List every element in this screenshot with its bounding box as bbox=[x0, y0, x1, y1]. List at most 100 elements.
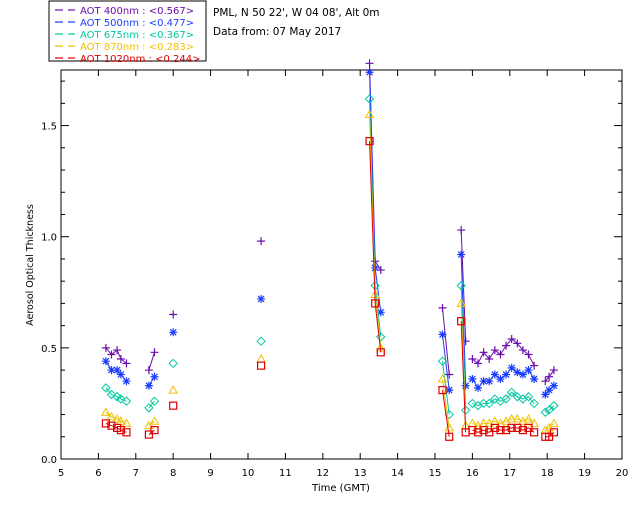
data-point bbox=[149, 396, 160, 406]
legend-label: AOT 870nm : <0.283> bbox=[80, 42, 194, 53]
data-point bbox=[549, 400, 559, 411]
y-tick-label: 1.0 bbox=[41, 233, 57, 244]
data-point bbox=[468, 426, 477, 435]
data-point bbox=[530, 428, 539, 437]
legend-label: AOT 675nm : <0.367> bbox=[80, 30, 194, 41]
x-tick-label: 6 bbox=[95, 468, 101, 479]
data-point bbox=[445, 386, 454, 395]
x-tick-label: 10 bbox=[242, 468, 255, 479]
x-tick-label: 11 bbox=[279, 468, 292, 479]
data-point bbox=[512, 392, 522, 402]
series-line bbox=[441, 307, 450, 375]
data-point bbox=[256, 336, 266, 346]
data-point bbox=[518, 370, 527, 379]
data-point bbox=[545, 372, 554, 381]
series-aot-1020nm bbox=[101, 137, 559, 441]
data-point bbox=[544, 405, 554, 415]
data-point bbox=[364, 94, 375, 104]
data-point bbox=[490, 346, 499, 355]
data-point bbox=[364, 109, 375, 118]
data-point bbox=[113, 346, 122, 355]
series-line bbox=[148, 400, 155, 409]
data-point bbox=[461, 381, 470, 390]
data-point bbox=[456, 298, 467, 307]
data-point bbox=[101, 383, 111, 393]
data-point bbox=[513, 339, 522, 348]
series-line bbox=[369, 141, 382, 353]
data-point bbox=[541, 390, 550, 399]
data-point bbox=[376, 348, 385, 357]
x-tick-label: 7 bbox=[133, 468, 139, 479]
data-point bbox=[513, 368, 522, 377]
data-point bbox=[529, 418, 539, 427]
data-point bbox=[490, 370, 499, 379]
data-point bbox=[257, 237, 266, 246]
data-point bbox=[101, 419, 110, 428]
series-aot-400nm bbox=[101, 59, 558, 386]
data-point bbox=[506, 387, 517, 398]
data-point bbox=[107, 366, 116, 375]
data-point bbox=[507, 334, 516, 343]
series-line bbox=[472, 391, 535, 407]
data-point bbox=[365, 68, 374, 77]
data-point bbox=[473, 428, 483, 437]
data-point bbox=[376, 308, 385, 317]
x-tick-label: 16 bbox=[466, 468, 479, 479]
data-point bbox=[168, 385, 179, 394]
data-point bbox=[116, 370, 125, 379]
data-point bbox=[144, 430, 153, 439]
series-line bbox=[472, 338, 535, 366]
data-point bbox=[365, 59, 374, 68]
data-point bbox=[513, 423, 522, 432]
data-point bbox=[544, 422, 554, 432]
data-point bbox=[121, 396, 132, 406]
x-axis-label: Time (GMT) bbox=[311, 483, 370, 494]
x-tick-label: 8 bbox=[170, 468, 176, 479]
data-point bbox=[457, 317, 466, 326]
data-point bbox=[107, 350, 116, 359]
data-point bbox=[485, 428, 494, 437]
data-point bbox=[437, 356, 448, 366]
x-tick-label: 15 bbox=[429, 468, 442, 479]
data-point bbox=[502, 341, 511, 350]
data-point bbox=[474, 359, 483, 368]
data-point bbox=[101, 343, 110, 352]
data-point bbox=[116, 354, 125, 363]
data-point bbox=[116, 426, 125, 435]
data-point bbox=[150, 348, 159, 357]
x-tick-label: 19 bbox=[578, 468, 591, 479]
data-point bbox=[113, 366, 122, 375]
legend: AOT 400nm : <0.567>AOT 500nm : <0.477>AO… bbox=[55, 6, 200, 65]
data-point bbox=[122, 428, 131, 437]
data-point bbox=[106, 411, 117, 421]
data-point bbox=[467, 418, 478, 427]
data-point bbox=[529, 398, 539, 409]
data-point bbox=[438, 303, 447, 312]
data-point bbox=[457, 226, 466, 235]
y-axis-label: Aerosol Optical Thickness bbox=[25, 204, 36, 326]
data-point bbox=[518, 346, 527, 355]
data-point bbox=[256, 361, 266, 370]
x-tick-label: 17 bbox=[503, 468, 516, 479]
data-point bbox=[502, 370, 511, 379]
data-point bbox=[467, 398, 478, 409]
legend-label: AOT 400nm : <0.567> bbox=[80, 6, 194, 17]
data-point bbox=[506, 413, 517, 423]
series-line bbox=[545, 423, 555, 431]
data-point bbox=[479, 348, 488, 357]
x-tick-label: 18 bbox=[541, 468, 554, 479]
data-point bbox=[524, 366, 533, 375]
data-point bbox=[256, 353, 266, 363]
data-point bbox=[101, 357, 110, 366]
data-point bbox=[524, 423, 533, 432]
data-point bbox=[376, 332, 386, 342]
data-point bbox=[549, 428, 559, 437]
data-point bbox=[101, 407, 111, 416]
legend-label: AOT 500nm : <0.477> bbox=[80, 18, 194, 29]
data-point bbox=[437, 373, 448, 383]
data-point bbox=[530, 361, 539, 370]
series-aot-500nm bbox=[101, 68, 558, 399]
x-tick-label: 9 bbox=[207, 468, 213, 479]
x-tick-label: 20 bbox=[616, 468, 629, 479]
data-point bbox=[518, 426, 527, 435]
